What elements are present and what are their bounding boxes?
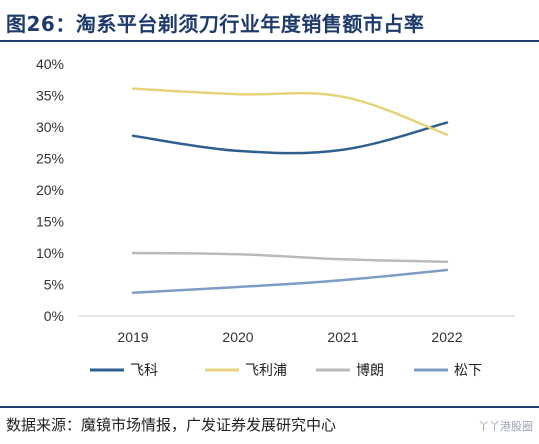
source-note: 数据来源：魔镜市场情报，广发证券发展研究中心 (6, 416, 337, 434)
x-tick-label: 2021 (327, 329, 358, 345)
legend-label-3: 博朗 (356, 362, 384, 379)
y-tick-label: 0% (44, 308, 64, 324)
chart-title: 图26：淘系平台剃须刀行业年度销售额市占率 (6, 12, 425, 36)
y-tick-label: 40% (36, 56, 64, 72)
series-line-2 (131, 87, 449, 136)
series-line-3 (131, 251, 449, 264)
y-tick-label: 30% (36, 119, 64, 135)
series-line-1 (131, 121, 449, 155)
legend-label-4: 松下 (454, 363, 482, 379)
legend-label-1: 飞科 (130, 363, 158, 379)
x-tick-label: 2019 (117, 329, 148, 345)
y-tick-label: 15% (36, 214, 64, 230)
title-bar: 图26：淘系平台剃须刀行业年度销售额市占率 (0, 0, 539, 40)
source-divider (0, 406, 539, 408)
series-line-4 (131, 268, 449, 294)
y-tick-label: 25% (36, 151, 64, 167)
x-tick-label: 2022 (431, 329, 462, 345)
title-divider (0, 40, 539, 42)
y-tick-label: 10% (36, 245, 64, 261)
chart-area: 0% 5% 10% 15% 20% 25% 30% 35% 40% 2019 2020 2021 202… (36, 56, 515, 379)
watermark: 丫丫港股圈 (478, 420, 533, 433)
legend-label-2: 飞利浦 (245, 363, 287, 379)
y-tick-label: 35% (36, 88, 64, 104)
y-tick-label: 5% (44, 277, 64, 293)
y-tick-label: 20% (36, 182, 64, 198)
x-tick-label: 2020 (222, 329, 253, 345)
